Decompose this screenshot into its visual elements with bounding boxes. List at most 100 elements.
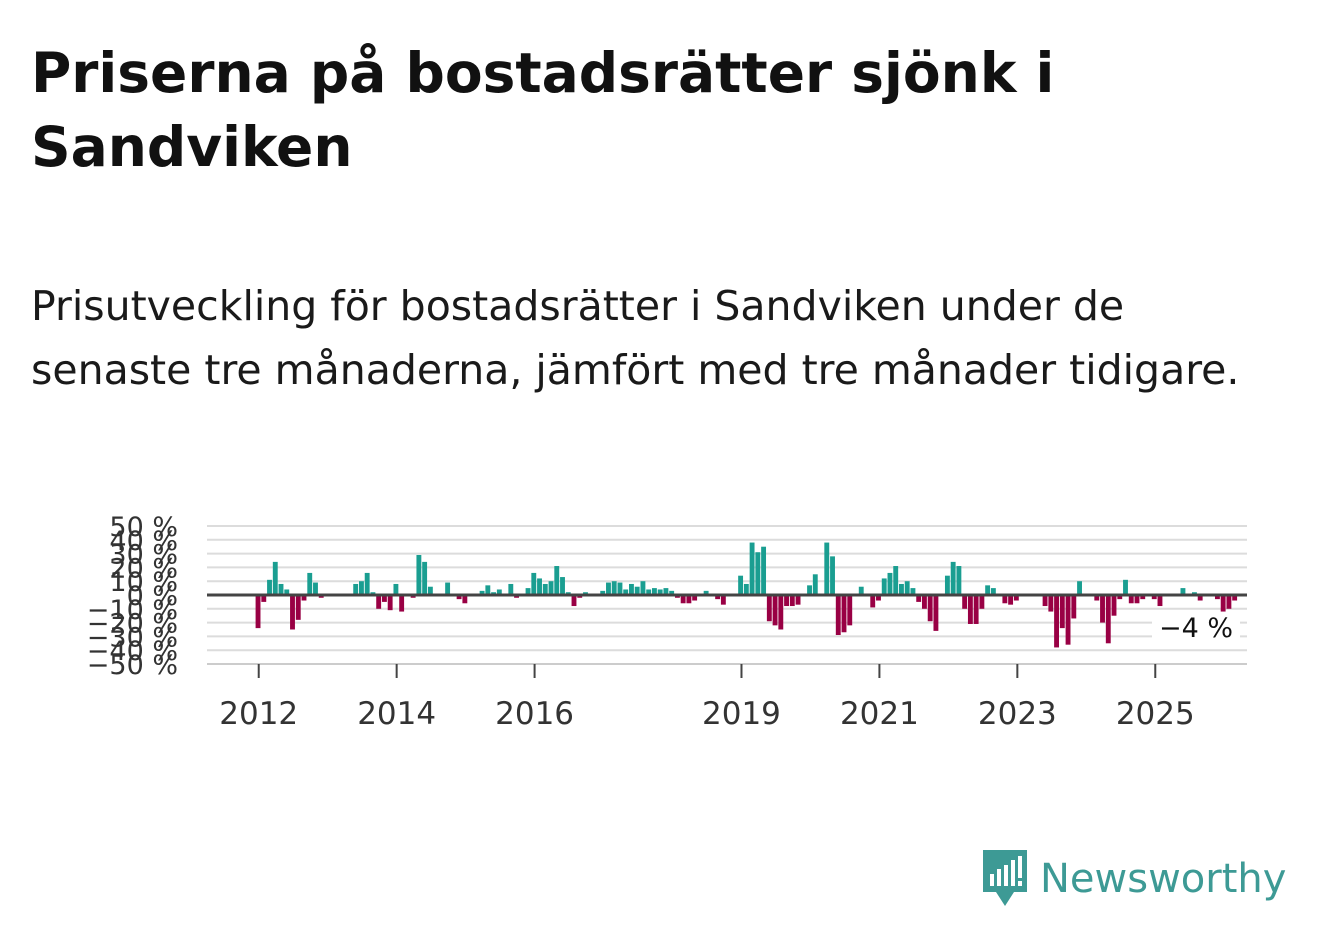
- bar: [301, 595, 307, 601]
- bar: [611, 581, 617, 595]
- bar: [359, 581, 364, 595]
- bar: [381, 595, 387, 602]
- bar: [1180, 588, 1186, 595]
- bar: [738, 575, 744, 595]
- price-change-bar-chart: 50 %40 %30 %20 %10 %0 %−10 %−20 %−30 %−4…: [87, 512, 1247, 732]
- bar: [1002, 595, 1008, 604]
- bar: [651, 588, 657, 595]
- bar: [669, 590, 675, 595]
- bar: [416, 554, 422, 595]
- y-tick-label: −50 %: [87, 650, 178, 681]
- bar: [387, 595, 393, 611]
- bar: [1151, 595, 1157, 600]
- bar: [542, 583, 548, 595]
- bar: [927, 595, 933, 622]
- x-axis: 2012 2014 2016 2019 2021 2023 2025: [207, 663, 1247, 732]
- bar: [623, 589, 629, 595]
- bar: [1048, 595, 1054, 612]
- last-value-label: −4 %: [1159, 613, 1233, 644]
- bar: [812, 574, 818, 595]
- bar: [1197, 595, 1203, 601]
- bar: [950, 561, 956, 595]
- bar: [1111, 595, 1117, 616]
- bar: [1214, 595, 1220, 600]
- bar: [881, 578, 887, 595]
- bar: [634, 586, 640, 595]
- bar: [1105, 595, 1111, 644]
- bar: [870, 595, 876, 608]
- bar: [353, 583, 359, 595]
- chart-title: Priserna på bostadsrätter sjönk i Sandvi…: [31, 41, 1055, 179]
- bar: [680, 595, 686, 604]
- bar: [1077, 581, 1082, 595]
- bar: [1232, 595, 1238, 601]
- bar: [1123, 579, 1128, 595]
- bar: [893, 566, 899, 595]
- newsworthy-logo[interactable]: Newsworthy: [980, 848, 1286, 910]
- bar: [1065, 595, 1071, 645]
- bar: [973, 595, 979, 624]
- bar: [531, 572, 537, 595]
- bar: [784, 595, 789, 607]
- bar: [1134, 595, 1140, 604]
- annotation: −4 %: [1152, 612, 1240, 644]
- bar: [554, 566, 560, 595]
- bar: [944, 575, 950, 595]
- x-tick-label: 2019: [702, 696, 781, 732]
- bar: [1042, 595, 1048, 607]
- y-tick-label: 0 %: [127, 581, 178, 612]
- bar: [778, 595, 784, 630]
- bar: [445, 582, 451, 595]
- bar: [749, 542, 755, 595]
- bar: [1100, 595, 1105, 623]
- bar: [916, 595, 922, 602]
- bar: [921, 595, 927, 609]
- bar: [364, 572, 370, 595]
- bar: [1157, 595, 1163, 607]
- bar: [617, 582, 623, 595]
- bar: [600, 590, 606, 595]
- bar: [858, 586, 864, 595]
- bar: [1071, 595, 1077, 619]
- bar: [830, 556, 835, 595]
- bar: [1220, 595, 1226, 612]
- bar: [887, 572, 893, 595]
- bar: [313, 582, 318, 595]
- bars: [255, 542, 1238, 648]
- bar: [692, 595, 698, 601]
- bar: [967, 595, 973, 624]
- bar: [290, 595, 295, 630]
- bar: [985, 585, 991, 595]
- chart-subtitle: Prisutveckling för bostadsrätter i Sandv…: [31, 282, 1240, 394]
- bar: [525, 588, 531, 595]
- bar: [399, 595, 405, 612]
- bar: [755, 552, 761, 595]
- bar: [824, 542, 830, 595]
- bar: [1094, 595, 1100, 601]
- bar: [910, 588, 916, 595]
- y-tick-label: 10 %: [109, 567, 178, 598]
- y-tick-label: 20 %: [109, 553, 178, 584]
- bar: [422, 561, 428, 595]
- y-tick-label: −20 %: [87, 609, 178, 640]
- bar: [1054, 595, 1059, 648]
- bar: [1128, 595, 1134, 604]
- x-tick-label: 2025: [1116, 696, 1195, 732]
- bar: [462, 595, 468, 604]
- bar: [284, 589, 290, 595]
- bar: [1140, 595, 1146, 600]
- bar: [715, 595, 721, 600]
- bar: [686, 595, 692, 604]
- bar: [496, 589, 502, 595]
- bar: [295, 595, 301, 620]
- bar: [267, 579, 272, 595]
- brand-name: Newsworthy: [1040, 856, 1287, 902]
- bar: [847, 595, 853, 626]
- bar: [899, 583, 904, 595]
- bar: [1059, 595, 1065, 629]
- bar: [835, 595, 841, 636]
- bar: [962, 595, 968, 609]
- bar: [255, 595, 261, 629]
- bar: [789, 595, 795, 607]
- bar: [1013, 595, 1019, 601]
